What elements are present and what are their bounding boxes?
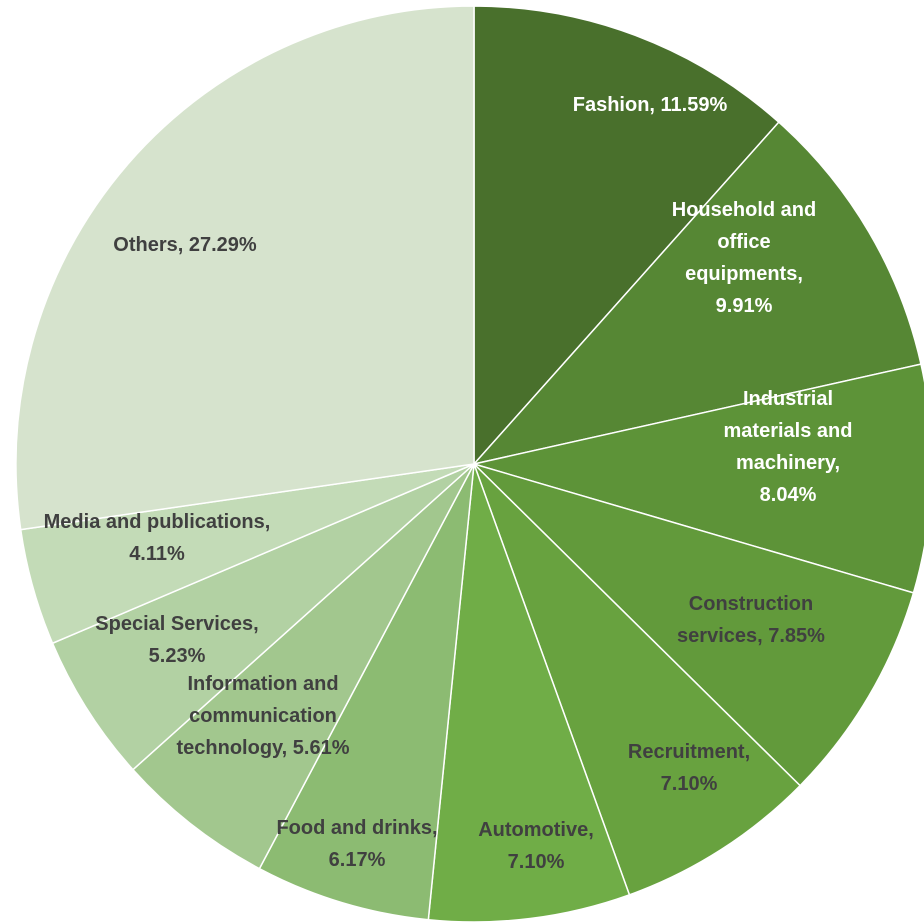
slice-fashion <box>473 5 780 466</box>
slice-automotive <box>427 463 631 923</box>
data-label-household-and-office-equipments: Household and office equipments, 9.91% <box>672 199 816 317</box>
labels-layer: Fashion, 11.59% Household and office equipm… <box>44 94 853 873</box>
slice-construction-services <box>473 463 915 787</box>
data-label-line: 5.23% <box>149 645 206 667</box>
data-label-information-and-communication-technology: Information and communication technology, … <box>176 673 349 759</box>
data-label-recruitment: Recruitment, 7.10% <box>628 741 750 795</box>
data-label-line: machinery, <box>736 452 840 474</box>
data-label-others: Others, 27.29% <box>113 234 257 256</box>
data-label-line: 7.10% <box>508 851 565 873</box>
data-label-line: equipments, <box>685 263 803 285</box>
data-label-line: Others, 27.29% <box>113 234 257 256</box>
slice-others <box>15 5 475 531</box>
data-label-line: Construction <box>689 593 813 615</box>
slice-recruitment <box>473 463 802 896</box>
slice-special-services <box>51 463 475 771</box>
slice-food-and-drinks <box>258 463 475 921</box>
data-label-special-services: Special Services, 5.23% <box>95 613 258 667</box>
data-label-automotive: Automotive, 7.10% <box>478 819 594 873</box>
data-label-line: 7.10% <box>661 773 718 795</box>
slices-layer <box>15 5 924 923</box>
data-label-media-and-publications: Media and publications, 4.11% <box>44 511 271 565</box>
slice-information-and-communication-technology <box>131 463 475 870</box>
data-label-line: Food and drinks, <box>276 817 437 839</box>
data-label-line: Industrial <box>743 388 833 410</box>
data-label-line: 6.17% <box>329 849 386 871</box>
data-label-line: 4.11% <box>129 543 185 565</box>
data-label-line: Automotive, <box>478 819 594 841</box>
data-label-line: Information and <box>187 673 338 695</box>
data-label-line: Media and publications, <box>44 511 271 533</box>
data-label-line: communication <box>189 705 337 727</box>
slice-household-and-office-equipments <box>471 121 922 466</box>
data-label-industrial-materials-and-machinery: Industrial materials and machinery, 8.04% <box>724 388 853 506</box>
data-label-line: Recruitment, <box>628 741 750 763</box>
data-label-fashion: Fashion, 11.59% <box>573 94 728 116</box>
data-label-construction-services: Construction services, 7.85% <box>677 593 825 647</box>
data-label-line: office <box>717 231 770 253</box>
data-label-line: materials and <box>724 420 853 442</box>
data-label-line: 9.91% <box>716 295 773 317</box>
data-label-line: services, 7.85% <box>677 625 825 647</box>
data-label-food-and-drinks: Food and drinks, 6.17% <box>276 817 437 871</box>
data-label-line: Special Services, <box>95 613 258 635</box>
data-label-line: technology, 5.61% <box>176 737 349 759</box>
data-label-line: Fashion, 11.59% <box>573 94 728 116</box>
data-label-line: Household and <box>672 199 816 221</box>
data-label-line: 8.04% <box>760 484 817 506</box>
